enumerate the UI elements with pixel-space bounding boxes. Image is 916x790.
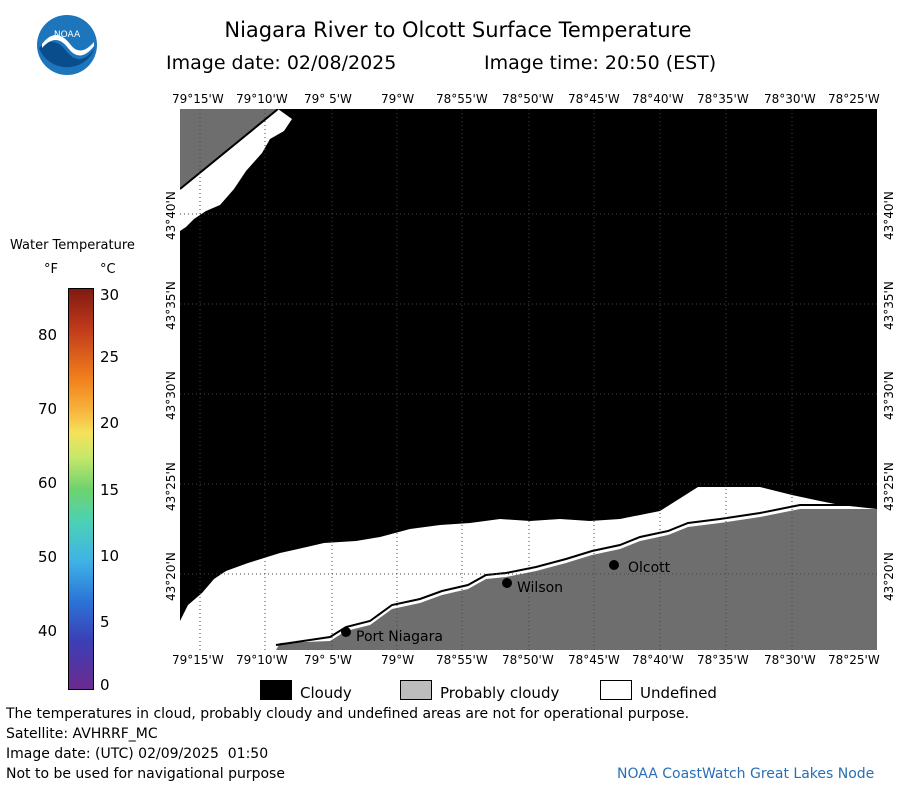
undefined-label: Undefined	[640, 684, 717, 702]
cloudy-label: Cloudy	[300, 684, 352, 702]
undefined-swatch	[600, 680, 632, 700]
lon-tick: 78°40'W	[632, 653, 684, 667]
c-label: 25	[100, 348, 120, 366]
lon-tick: 78°35'W	[697, 653, 749, 667]
c-label: 5	[100, 613, 110, 631]
lat-tick: 43°25'N	[882, 462, 896, 511]
probably-cloudy-label: Probably cloudy	[440, 684, 560, 702]
f-label: 40	[38, 622, 58, 640]
lon-tick: 78°30'W	[764, 653, 816, 667]
f-label: 50	[38, 548, 58, 566]
lon-tick: 79° 5'W	[304, 92, 352, 106]
lat-tick: 43°40'N	[164, 191, 178, 240]
legend-unit-c: °C	[100, 262, 116, 277]
c-label: 0	[100, 676, 110, 694]
probably-cloudy-swatch	[400, 680, 432, 700]
place-port-niagara: Port Niagara	[356, 629, 443, 645]
shoreline-south	[275, 504, 877, 646]
lon-tick: 79°10'W	[236, 92, 288, 106]
c-label: 15	[100, 481, 120, 499]
lon-tick: 78°30'W	[764, 92, 816, 106]
temperature-map: Port Niagara Wilson Olcott	[180, 109, 877, 650]
cloudy-swatch	[260, 680, 292, 700]
lat-tick: 43°20'N	[164, 552, 178, 601]
undefined-bumps	[660, 487, 877, 513]
f-label: 60	[38, 474, 58, 492]
lon-tick: 79° 5'W	[304, 653, 352, 667]
page-title: Niagara River to Olcott Surface Temperat…	[224, 18, 692, 42]
f-label: 70	[38, 400, 58, 418]
legend-unit-f: °F	[44, 262, 58, 277]
satellite: Satellite: AVHRRF_MC	[6, 726, 158, 742]
place-olcott: Olcott	[628, 560, 671, 576]
noaa-logo: NOAA	[36, 14, 98, 76]
utc-date: Image date: (UTC) 02/09/2025 01:50	[6, 746, 269, 762]
lat-tick: 43°35'N	[882, 281, 896, 330]
lat-tick: 43°30'N	[882, 371, 896, 420]
lon-tick: 79°15'W	[172, 653, 224, 667]
lat-tick: 43°40'N	[882, 191, 896, 240]
lon-tick: 78°40'W	[632, 92, 684, 106]
olcott-marker	[609, 560, 619, 570]
lat-tick: 43°35'N	[164, 281, 178, 330]
disclaimer: The temperatures in cloud, probably clou…	[6, 706, 690, 722]
lon-tick: 79°15'W	[172, 92, 224, 106]
nav-warning: Not to be used for navigational purpose	[6, 766, 285, 782]
land-usa	[276, 509, 877, 650]
lon-tick: 78°25'W	[828, 653, 880, 667]
lon-tick: 78°55'W	[436, 92, 488, 106]
place-wilson: Wilson	[517, 580, 564, 596]
image-time: Image time: 20:50 (EST)	[484, 52, 717, 74]
image-date: Image date: 02/08/2025	[166, 52, 397, 74]
lon-tick: 79°W	[381, 92, 415, 106]
credit: NOAA CoastWatch Great Lakes Node	[617, 766, 875, 782]
lon-tick: 78°25'W	[828, 92, 880, 106]
c-label: 30	[100, 286, 120, 304]
wilson-marker	[502, 578, 512, 588]
shoreline-nw	[180, 109, 279, 190]
lon-tick: 79°10'W	[236, 653, 288, 667]
c-label: 10	[100, 547, 120, 565]
lon-tick: 78°45'W	[568, 653, 620, 667]
port-niagara-marker	[341, 627, 351, 637]
graticule	[180, 109, 877, 650]
legend-title: Water Temperature	[10, 238, 135, 253]
lat-tick: 43°20'N	[882, 552, 896, 601]
lon-tick: 78°55'W	[436, 653, 488, 667]
undefined-area-nw	[180, 109, 292, 231]
f-label: 80	[38, 326, 58, 344]
lat-tick: 43°30'N	[164, 371, 178, 420]
lat-tick: 43°25'N	[164, 462, 178, 511]
svg-text:NOAA: NOAA	[54, 30, 81, 40]
lon-tick: 78°45'W	[568, 92, 620, 106]
c-label: 20	[100, 414, 120, 432]
lon-tick: 78°50'W	[502, 653, 554, 667]
lon-tick: 78°50'W	[502, 92, 554, 106]
lon-tick: 79°W	[381, 653, 415, 667]
temperature-colorbar	[68, 288, 94, 690]
lon-tick: 78°35'W	[697, 92, 749, 106]
